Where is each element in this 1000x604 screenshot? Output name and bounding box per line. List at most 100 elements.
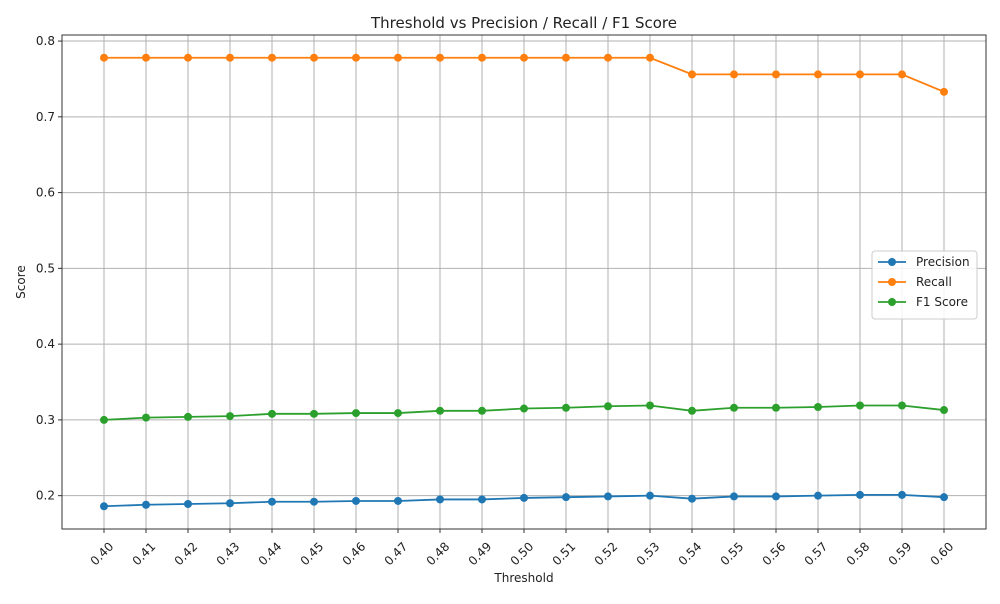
recall-point — [772, 70, 780, 79]
x-tick-label: 0.52 — [592, 539, 621, 568]
x-tick-label: 0.56 — [760, 539, 789, 568]
precision-point — [520, 493, 528, 502]
recall-point — [562, 53, 570, 62]
precision-point — [142, 500, 150, 509]
series-f1-score — [100, 401, 948, 424]
recall-point — [646, 53, 654, 62]
legend: Precision Recall F1 Score — [871, 250, 978, 320]
y-tick-label: 0.3 — [36, 413, 55, 427]
recall-point — [436, 53, 444, 62]
x-tick-label: 0.46 — [340, 539, 369, 568]
x-tick-label: 0.60 — [928, 539, 957, 568]
f1-score-point — [940, 406, 948, 415]
f1-score-point — [730, 403, 738, 412]
precision-point — [856, 490, 864, 499]
recall-point — [814, 70, 822, 79]
x-tick-label: 0.40 — [88, 539, 117, 568]
x-tick-label: 0.50 — [508, 539, 537, 568]
chart-title: Threshold vs Precision / Recall / F1 Sco… — [370, 14, 677, 32]
legend-marker-f1-score — [888, 298, 896, 306]
f1-score-point — [646, 401, 654, 410]
x-tick-label: 0.48 — [424, 539, 453, 568]
x-tick-label: 0.41 — [130, 539, 159, 568]
recall-point — [688, 70, 696, 79]
y-tick-label: 0.7 — [36, 110, 55, 124]
f1-score-point — [184, 412, 192, 421]
f1-score-point — [100, 415, 108, 424]
series-layer — [100, 53, 948, 511]
x-tick-label: 0.57 — [802, 539, 831, 568]
precision-point — [688, 494, 696, 503]
precision-point — [310, 497, 318, 506]
precision-point — [730, 492, 738, 501]
x-tick-label: 0.54 — [676, 539, 705, 568]
series-precision — [100, 490, 948, 511]
y-axis-label: Score — [14, 265, 28, 299]
x-tick-label: 0.58 — [844, 539, 873, 568]
f1-score-point — [772, 403, 780, 412]
grid-layer — [62, 35, 986, 529]
x-tick-label: 0.53 — [634, 539, 663, 568]
f1-score-point — [268, 409, 276, 418]
f1-score-point — [562, 403, 570, 412]
y-tick-label: 0.8 — [36, 34, 55, 48]
legend-label-f1-score: F1 Score — [916, 295, 968, 309]
precision-point — [352, 496, 360, 505]
recall-point — [520, 53, 528, 62]
x-tick-label: 0.42 — [172, 539, 201, 568]
x-tick-label: 0.59 — [886, 539, 915, 568]
x-tick-label: 0.51 — [550, 539, 579, 568]
f1-score-point — [478, 406, 486, 415]
x-axis: 0.40 0.41 0.42 0.43 0.44 0.45 0.46 0.47 0.48 0.49… — [88, 529, 957, 568]
recall-point — [310, 53, 318, 62]
legend-label-precision: Precision — [916, 255, 970, 269]
f1-score-point — [814, 403, 822, 412]
precision-point — [436, 495, 444, 504]
recall-point — [478, 53, 486, 62]
y-tick-label: 0.2 — [36, 489, 55, 503]
precision-point — [898, 490, 906, 499]
f1-score-point — [898, 401, 906, 410]
precision-point — [100, 502, 108, 511]
precision-point — [646, 491, 654, 500]
precision-point — [478, 495, 486, 504]
precision-point — [562, 493, 570, 502]
recall-point — [100, 53, 108, 62]
y-axis: 0.2 0.3 0.4 0.5 0.6 0.7 0.8 — [36, 34, 62, 503]
f1-score-point — [856, 401, 864, 410]
f1-score-point — [520, 404, 528, 413]
precision-point — [772, 492, 780, 501]
y-tick-label: 0.5 — [36, 261, 55, 275]
recall-point — [184, 53, 192, 62]
x-tick-label: 0.45 — [298, 539, 327, 568]
f1-score-point — [688, 406, 696, 415]
recall-point — [940, 87, 948, 96]
precision-point — [184, 499, 192, 508]
precision-point — [394, 496, 402, 505]
precision-point — [814, 491, 822, 500]
f1-score-point — [436, 406, 444, 415]
x-axis-label: Threshold — [493, 571, 553, 585]
x-tick-label: 0.44 — [256, 539, 285, 568]
series-recall — [100, 53, 948, 96]
f1-score-point — [604, 402, 612, 411]
legend-marker-recall — [888, 278, 896, 286]
f1-score-point — [352, 409, 360, 418]
recall-point — [268, 53, 276, 62]
f1-score-point — [142, 413, 150, 422]
precision-point — [226, 499, 234, 508]
precision-point — [268, 497, 276, 506]
x-tick-label: 0.47 — [382, 539, 411, 568]
recall-point — [730, 70, 738, 79]
recall-point — [142, 53, 150, 62]
f1-score-point — [226, 412, 234, 421]
legend-label-recall: Recall — [916, 275, 952, 289]
recall-point — [226, 53, 234, 62]
recall-point — [898, 70, 906, 79]
legend-marker-precision — [888, 258, 896, 266]
precision-point — [940, 493, 948, 502]
x-tick-label: 0.55 — [718, 539, 747, 568]
y-tick-label: 0.4 — [36, 337, 55, 351]
f1-score-point — [310, 409, 318, 418]
